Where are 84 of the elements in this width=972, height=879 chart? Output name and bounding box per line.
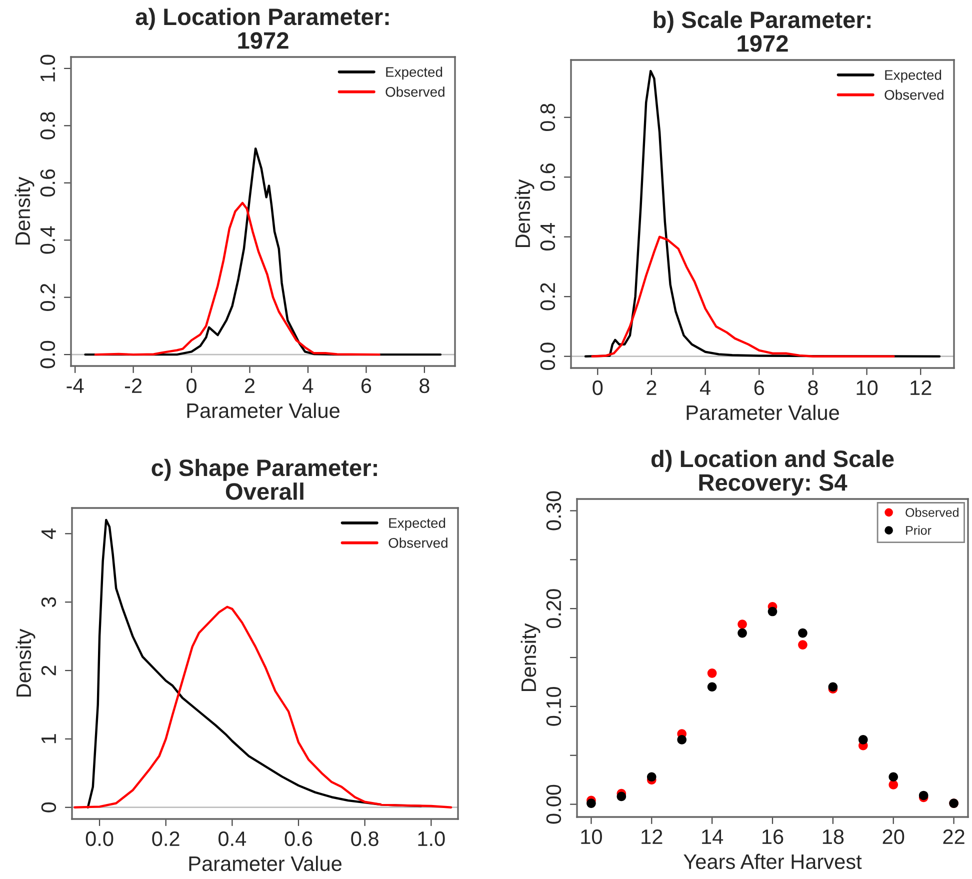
x-tick-label: 0.6 bbox=[284, 831, 312, 846]
y-tick-label: 0.6 bbox=[540, 164, 556, 191]
x-tick-label: -2 bbox=[124, 378, 142, 393]
y-axis-title: Density bbox=[14, 176, 34, 245]
legend-label: Observed bbox=[906, 508, 958, 517]
y-tick-label: 0.6 bbox=[40, 169, 56, 197]
x-tick-label: 2 bbox=[646, 380, 656, 395]
x-tick-label: 20 bbox=[882, 829, 904, 844]
y-tick-label: 0.10 bbox=[546, 686, 562, 726]
point bbox=[798, 640, 808, 650]
legend-label: Expected bbox=[389, 518, 446, 531]
line-series bbox=[591, 236, 895, 358]
x-tick-label: 0 bbox=[186, 378, 197, 394]
y-tick-label: 0.2 bbox=[540, 283, 556, 310]
x-tick-label: 0 bbox=[592, 380, 603, 396]
y-tick-label: 1.0 bbox=[40, 54, 56, 82]
x-axis-title: Parameter Value bbox=[189, 856, 342, 872]
y-tick-label: 0.8 bbox=[540, 104, 556, 132]
legend-label: Observed bbox=[884, 90, 944, 100]
point bbox=[768, 606, 778, 616]
point bbox=[738, 628, 747, 638]
y-tick-label: 0.0 bbox=[40, 340, 56, 368]
point bbox=[616, 792, 626, 802]
x-tick-label: 10 bbox=[581, 829, 602, 844]
x-tick-label: 12 bbox=[910, 380, 932, 395]
legend-label: Observed bbox=[388, 538, 448, 548]
point bbox=[586, 798, 596, 808]
y-tick-label: 0.4 bbox=[40, 226, 56, 254]
x-tick-label: 6 bbox=[361, 378, 372, 394]
x-tick-label: 8 bbox=[808, 380, 818, 396]
point bbox=[707, 668, 717, 678]
chart-title: d) Location and Scale Recovery: S4 bbox=[651, 450, 894, 496]
x-tick-label: 14 bbox=[702, 830, 724, 844]
legend-label: Observed bbox=[386, 86, 444, 97]
point bbox=[738, 620, 747, 629]
x-tick-label: 2 bbox=[245, 378, 254, 393]
x-tick-label: 6 bbox=[754, 380, 764, 396]
line-series bbox=[74, 606, 452, 808]
y-tick-label: 4 bbox=[42, 528, 56, 539]
y-tick-label: 0.0 bbox=[540, 342, 556, 370]
x-axis-title: Parameter Value bbox=[686, 404, 839, 420]
x-tick-label: 18 bbox=[822, 829, 844, 844]
y-tick-label: 0.20 bbox=[546, 589, 562, 628]
chart-title: c) Shape Parameter: Overall bbox=[152, 458, 377, 500]
y-tick-label: 0 bbox=[41, 802, 56, 812]
point bbox=[646, 772, 656, 782]
point bbox=[858, 735, 868, 744]
legend-label: Expected bbox=[386, 66, 442, 80]
x-tick-label: 4 bbox=[700, 380, 710, 395]
line-series bbox=[94, 202, 380, 356]
y-tick-label: 0.2 bbox=[40, 284, 56, 311]
legend-label: Prior bbox=[906, 526, 932, 535]
x-axis-title: Years After Harvest bbox=[684, 854, 862, 870]
y-axis-title: Density bbox=[514, 179, 534, 248]
x-tick-label: 1.0 bbox=[418, 831, 445, 846]
point bbox=[707, 682, 717, 692]
y-tick-label: 2 bbox=[41, 666, 56, 676]
x-tick-label: 0.4 bbox=[218, 831, 246, 846]
x-tick-label: 12 bbox=[642, 829, 662, 844]
y-axis-title: Density bbox=[16, 628, 36, 697]
chart-title: b) Scale Parameter: 1972 bbox=[654, 10, 870, 52]
y-tick-label: 3 bbox=[41, 597, 56, 608]
x-tick-label: 10 bbox=[856, 380, 878, 396]
point bbox=[798, 628, 808, 638]
y-tick-label: 0.00 bbox=[546, 784, 562, 824]
x-tick-label: 16 bbox=[762, 829, 784, 844]
y-tick-label: 0.30 bbox=[546, 491, 562, 530]
x-tick-label: 8 bbox=[420, 378, 430, 394]
y-axis-title: Density bbox=[520, 623, 540, 692]
y-tick-label: 1 bbox=[42, 734, 56, 744]
x-axis-title: Parameter Value bbox=[187, 402, 340, 418]
point bbox=[888, 772, 898, 782]
legend-label: Expected bbox=[885, 70, 942, 83]
y-tick-label: 0.4 bbox=[540, 222, 556, 251]
x-tick-label: 0.8 bbox=[351, 831, 378, 846]
chart-title: a) Location Parameter: 1972 bbox=[136, 8, 389, 49]
x-tick-label: 4 bbox=[302, 378, 314, 393]
point bbox=[888, 780, 898, 790]
point bbox=[677, 735, 687, 744]
y-tick-label: 0.8 bbox=[40, 112, 56, 140]
x-tick-label: 22 bbox=[943, 829, 964, 844]
x-tick-label: 0.0 bbox=[86, 831, 114, 846]
x-tick-label: -4 bbox=[66, 378, 84, 393]
x-tick-label: 0.2 bbox=[152, 831, 180, 846]
